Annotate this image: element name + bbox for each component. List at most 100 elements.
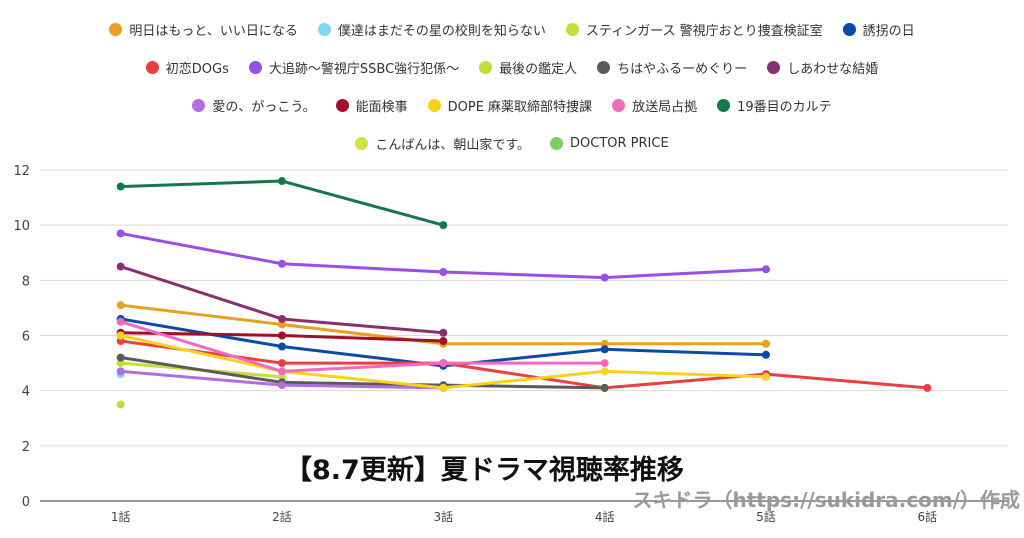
data-point [439, 221, 448, 230]
legend-row: 明日はもっと、いい日になる 僕達はまだその星の校則を知らない スティンガース 警視庁… [0, 20, 1024, 39]
legend-item: しあわせな結婚 [767, 58, 878, 77]
legend-label: しあわせな結婚 [787, 62, 879, 77]
legend-label: 放送局占拠 [632, 100, 698, 115]
data-point [116, 317, 125, 326]
legend-label: ちはやふるーめぐりー [617, 62, 748, 77]
legend-item: こんばんは、朝山家です。 [355, 134, 530, 153]
data-point [278, 381, 286, 390]
legend-row: 初恋DOGs 大追跡〜警視庁SSBC強行犯係〜 最後の鑑定人 ちはやふるーめぐりー しあ… [0, 58, 1024, 77]
series-line [120, 356, 605, 390]
legend-item: 大追跡〜警視庁SSBC強行犯係〜 [248, 58, 460, 77]
data-point [600, 359, 609, 368]
y-tick-label: 4 [22, 385, 30, 400]
legend-label: 19番目のカルテ [737, 100, 832, 115]
legend-row: 愛の、がっこう。 能面検事 DOPE 麻薬取締部特捜課 放送局占拠 19番目のカルテ [0, 96, 1024, 115]
legend-label: スティンガース 警視庁おとり捜査検証室 [585, 24, 823, 39]
legend-swatch [842, 23, 856, 36]
legend-label: 愛の、がっこう。 [212, 100, 316, 115]
legend-swatch [767, 61, 781, 74]
legend-label: こんばんは、朝山家です。 [375, 138, 531, 153]
data-point [116, 337, 125, 346]
data-point [762, 265, 770, 274]
data-point [278, 367, 286, 376]
series-line [120, 320, 605, 373]
data-point [439, 268, 448, 277]
legend-label: 大追跡〜警視庁SSBC強行犯係〜 [268, 62, 460, 77]
legend-swatch [248, 61, 262, 74]
legend-item: ちはやふるーめぐりー [597, 58, 747, 77]
data-point [923, 383, 932, 392]
data-point [600, 339, 609, 348]
legend-swatch [145, 61, 159, 74]
legend-item: 愛の、がっこう。 [192, 96, 316, 115]
data-point [600, 345, 609, 354]
data-point [439, 337, 448, 346]
y-tick-label: 0 [22, 495, 30, 510]
y-tick-label: 12 [13, 164, 30, 179]
legend-label: DOPE 麻薬取締部特捜課 [447, 100, 593, 115]
legend-label: DOCTOR PRICE [570, 136, 669, 151]
y-tick-label: 6 [22, 330, 30, 345]
series-line [120, 179, 444, 227]
watermark-credit: スキドラ（https://sukidra.com/）作成 [632, 488, 1021, 512]
legend-item: 僕達はまだその星の校則を知らない [317, 20, 546, 39]
data-point [278, 314, 286, 323]
x-tick-label: 3話 [434, 509, 454, 524]
legend-item: 19番目のカルテ [717, 96, 832, 115]
legend-swatch [109, 23, 123, 36]
legend-swatch [317, 23, 331, 36]
legend-label: 明日はもっと、いい日になる [129, 24, 298, 39]
legend-item: 放送局占拠 [612, 96, 697, 115]
data-point [278, 320, 286, 329]
legend-label: 誘拐の日 [862, 24, 915, 39]
y-tick-label: 10 [13, 219, 30, 234]
data-point [116, 262, 125, 271]
data-point [278, 259, 286, 268]
data-point [600, 273, 609, 282]
legend-swatch [612, 99, 626, 112]
legend-swatch [717, 99, 731, 112]
legend-label: 僕達はまだその星の校則を知らない [337, 24, 546, 39]
data-point [600, 367, 609, 376]
x-tick-label: 6話 [918, 509, 938, 524]
legend-item: 能面検事 [335, 96, 408, 115]
data-point [116, 353, 125, 362]
data-point [116, 331, 125, 340]
data-point [762, 350, 770, 359]
legend-label: 初恋DOGs [165, 62, 229, 77]
legend-row: こんばんは、朝山家です。 DOCTOR PRICE [0, 134, 1024, 153]
legend-item: スティンガース 警視庁おとり捜査検証室 [565, 20, 823, 39]
chart-overlay-title: 【8.7更新】夏ドラマ視聴率推移 [285, 455, 684, 486]
data-point [439, 328, 448, 337]
legend-swatch [335, 99, 349, 112]
legend-label: 能面検事 [355, 100, 408, 115]
legend-item: 最後の鑑定人 [479, 58, 577, 77]
data-point [116, 367, 125, 376]
legend-label: 最後の鑑定人 [499, 62, 578, 77]
data-point [116, 182, 125, 191]
legend-item: 初恋DOGs [145, 58, 229, 77]
data-point [278, 359, 286, 368]
data-point [116, 301, 125, 310]
legend-swatch [355, 137, 369, 150]
legend-item: 明日はもっと、いい日になる [109, 20, 298, 39]
chart-legend: 明日はもっと、いい日になる 僕達はまだその星の校則を知らない スティンガース 警視庁… [0, 0, 1024, 160]
data-point [278, 372, 286, 381]
data-point [116, 359, 125, 368]
y-tick-label: 2 [22, 440, 30, 455]
x-tick-label: 4話 [595, 509, 615, 524]
y-tick-label: 8 [22, 274, 30, 289]
data-point [439, 359, 448, 368]
legend-item: DOCTOR PRICE [550, 136, 669, 151]
data-point [278, 177, 286, 186]
legend-item: DOPE 麻薬取締部特捜課 [427, 96, 593, 115]
data-point [762, 339, 770, 348]
data-point [762, 372, 770, 381]
x-tick-label: 1話 [111, 509, 131, 524]
x-tick-label: 2話 [272, 509, 292, 524]
legend-swatch [427, 99, 441, 112]
series-line [120, 339, 928, 390]
legend-swatch [192, 99, 206, 112]
legend-swatch [565, 23, 579, 36]
